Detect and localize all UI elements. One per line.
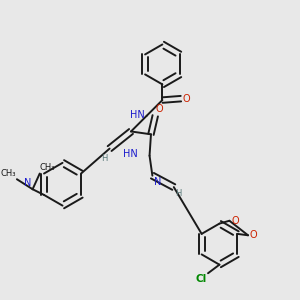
Text: O: O	[231, 216, 239, 226]
Text: HN: HN	[123, 149, 138, 159]
Text: H: H	[176, 188, 182, 197]
Text: Cl: Cl	[196, 274, 207, 284]
Text: N: N	[154, 177, 161, 187]
Text: CH₃: CH₃	[0, 169, 16, 178]
Text: O: O	[156, 104, 164, 114]
Text: HN: HN	[130, 110, 144, 120]
Text: H: H	[101, 154, 108, 163]
Text: O: O	[183, 94, 190, 104]
Text: O: O	[250, 230, 257, 240]
Text: N: N	[24, 178, 31, 188]
Text: CH₃: CH₃	[40, 163, 55, 172]
